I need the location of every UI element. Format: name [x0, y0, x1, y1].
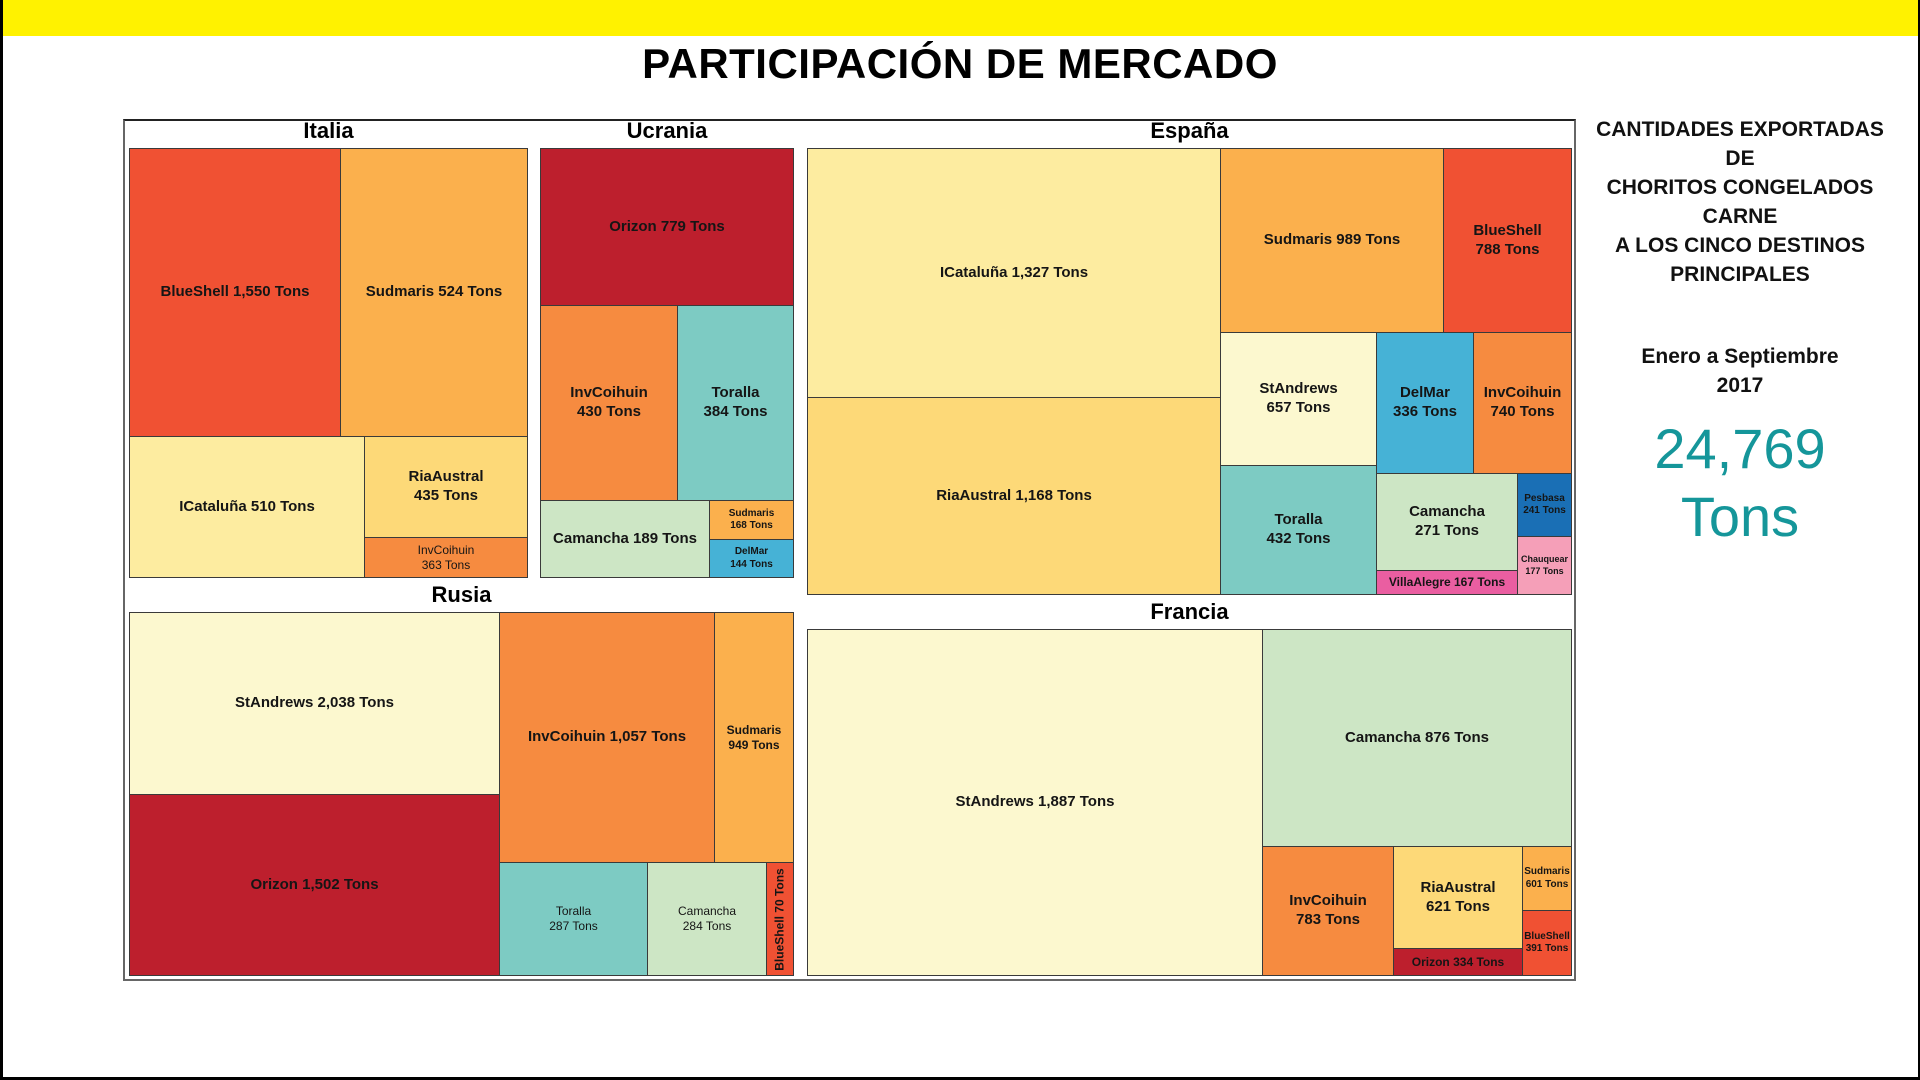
cell-label: InvCoihuin 1,057 Tons: [527, 728, 687, 746]
treemap-cell-ucrania-camancha[interactable]: Camancha 189 Tons: [540, 500, 710, 578]
cell-label: Orizon 1,502 Tons: [250, 875, 379, 893]
treemap-cell-rusia-orizon[interactable]: Orizon 1,502 Tons: [129, 794, 500, 976]
group-title-francia: Francia: [1150, 599, 1229, 624]
cell-label: InvCoihuin 430 Tons: [570, 384, 648, 420]
treemap-cell-rusia-standrews[interactable]: StAndrews 2,038 Tons: [129, 612, 500, 795]
treemap-cell-espana-delmar[interactable]: DelMar 336 Tons: [1376, 332, 1474, 474]
treemap-cell-ucrania-delmar[interactable]: DelMar 144 Tons: [709, 539, 794, 578]
cell-label: Pesbasa 241 Tons: [1523, 492, 1566, 517]
cell-label: Camancha 189 Tons: [553, 529, 697, 547]
period-months: Enero a Septiembre: [1641, 345, 1839, 368]
side-heading-line: DE: [1725, 147, 1755, 170]
bottom-border: [0, 1077, 1920, 1080]
total-unit: Tons: [1680, 485, 1800, 548]
cell-label: InvCoihuin 783 Tons: [1289, 892, 1367, 928]
treemap-cell-rusia-sudmaris[interactable]: Sudmaris 949 Tons: [714, 612, 794, 863]
treemap-cell-italia-sudmaris[interactable]: Sudmaris 524 Tons: [340, 148, 528, 437]
side-heading-line: CANTIDADES EXPORTADAS: [1596, 118, 1884, 141]
treemap-frame: [123, 119, 1576, 981]
treemap-cell-francia-invcoihuin[interactable]: InvCoihuin 783 Tons: [1262, 846, 1394, 976]
treemap-cell-francia-sudmaris[interactable]: Sudmaris 601 Tons: [1522, 846, 1572, 911]
period-label: Enero a Septiembre 2017: [1580, 342, 1900, 400]
left-border: [0, 0, 3, 1080]
treemap-cell-ucrania-sudmaris[interactable]: Sudmaris 168 Tons: [709, 500, 794, 540]
cell-label: InvCoihuin 740 Tons: [1483, 384, 1562, 420]
cell-label: BlueShell 1,550 Tons: [160, 283, 310, 301]
treemap-cell-ucrania-invcoihuin[interactable]: InvCoihuin 430 Tons: [540, 305, 678, 501]
treemap-cell-espana-invcoihuin[interactable]: InvCoihuin 740 Tons: [1473, 332, 1572, 474]
right-border: [1918, 0, 1920, 1080]
cell-label: Sudmaris 601 Tons: [1524, 866, 1570, 890]
treemap-cell-espana-blueshell[interactable]: BlueShell 788 Tons: [1443, 148, 1572, 333]
treemap-cell-rusia-camancha[interactable]: Camancha 284 Tons: [647, 862, 767, 976]
treemap-cell-rusia-blueshell[interactable]: BlueShell 70 Tons: [766, 862, 794, 976]
group-title-espana: España: [1150, 118, 1229, 143]
treemap-cell-espana-sudmaris[interactable]: Sudmaris 989 Tons: [1220, 148, 1444, 333]
top-accent-bar: [0, 0, 1920, 36]
cell-label: DelMar 336 Tons: [1393, 384, 1457, 420]
treemap-cell-espana-pesbasa[interactable]: Pesbasa 241 Tons: [1517, 473, 1572, 537]
cell-label: Chauquear 177 Tons: [1520, 554, 1568, 576]
cell-label: RiaAustral 1,168 Tons: [936, 486, 1092, 504]
cell-label: ICataluña 1,327 Tons: [939, 263, 1089, 281]
cell-label: DelMar 144 Tons: [730, 546, 773, 570]
cell-label: Sudmaris 989 Tons: [1263, 231, 1401, 249]
cell-label: BlueShell 391 Tons: [1524, 930, 1570, 955]
total-exports: 24,769 Tons: [1580, 415, 1900, 551]
treemap-cell-italia-riaaustral[interactable]: RiaAustral 435 Tons: [364, 436, 528, 538]
group-title-italia: Italia: [303, 118, 354, 143]
treemap-cell-francia-riaaustral[interactable]: RiaAustral 621 Tons: [1393, 846, 1523, 949]
cell-label: StAndrews 657 Tons: [1259, 380, 1338, 416]
page-title: PARTICIPACIÓN DE MERCADO: [642, 40, 1278, 87]
treemap-cell-espana-standrews[interactable]: StAndrews 657 Tons: [1220, 332, 1377, 466]
treemap-cell-francia-blueshell[interactable]: BlueShell 391 Tons: [1522, 910, 1572, 976]
treemap-cell-espana-chauquear[interactable]: Chauquear 177 Tons: [1517, 536, 1572, 595]
treemap-cell-espana-villaalegre[interactable]: VillaAlegre 167 Tons: [1376, 570, 1518, 595]
treemap-cell-francia-camancha[interactable]: Camancha 876 Tons: [1262, 629, 1572, 847]
treemap-cell-espana-icataluna[interactable]: ICataluña 1,327 Tons: [807, 148, 1221, 398]
cell-label: Camancha 876 Tons: [1345, 728, 1489, 746]
cell-label: ICataluña 510 Tons: [179, 497, 315, 515]
cell-label: InvCoihuin 363 Tons: [417, 542, 475, 572]
group-title-ucrania: Ucrania: [626, 118, 708, 143]
treemap-cell-francia-orizon[interactable]: Orizon 334 Tons: [1393, 948, 1523, 976]
cell-label: Orizon 779 Tons: [609, 217, 725, 235]
cell-label: Orizon 334 Tons: [1411, 954, 1505, 969]
treemap-cell-ucrania-toralla[interactable]: Toralla 384 Tons: [677, 305, 794, 501]
cell-label: Toralla 384 Tons: [703, 384, 768, 420]
cell-label: Toralla 287 Tons: [549, 904, 598, 933]
cell-label: Sudmaris 949 Tons: [726, 722, 782, 752]
group-title-rusia: Rusia: [431, 582, 492, 607]
side-heading: CANTIDADES EXPORTADAS DE CHORITOS CONGEL…: [1580, 115, 1900, 289]
cell-label: Toralla 432 Tons: [1266, 511, 1331, 547]
treemap-cell-rusia-invcoihuin[interactable]: InvCoihuin 1,057 Tons: [499, 612, 715, 863]
total-value: 24,769: [1654, 417, 1826, 480]
treemap-cell-espana-riaaustral[interactable]: RiaAustral 1,168 Tons: [807, 397, 1221, 595]
cell-label: RiaAustral 621 Tons: [1420, 878, 1496, 915]
cell-label: StAndrews 2,038 Tons: [235, 694, 394, 712]
treemap-cell-italia-invcoihuin[interactable]: InvCoihuin 363 Tons: [364, 537, 528, 578]
cell-label: Sudmaris 524 Tons: [365, 283, 503, 301]
cell-label: RiaAustral 435 Tons: [408, 468, 484, 504]
treemap-cell-francia-standrews[interactable]: StAndrews 1,887 Tons: [807, 629, 1263, 976]
side-heading-line: CHORITOS CONGELADOS: [1606, 176, 1874, 199]
side-heading-line: A LOS CINCO DESTINOS: [1614, 234, 1866, 257]
treemap-cell-italia-icataluna[interactable]: ICataluña 510 Tons: [129, 436, 365, 578]
cell-label: BlueShell 70 Tons: [772, 867, 787, 971]
treemap-cell-ucrania-orizon[interactable]: Orizon 779 Tons: [540, 148, 794, 306]
treemap-cell-espana-toralla[interactable]: Toralla 432 Tons: [1220, 465, 1377, 595]
treemap-cell-espana-camancha[interactable]: Camancha 271 Tons: [1376, 473, 1518, 571]
treemap-cell-italia-blueshell[interactable]: BlueShell 1,550 Tons: [129, 148, 341, 437]
side-heading-line: CARNE: [1702, 205, 1778, 228]
cell-label: VillaAlegre 167 Tons: [1388, 575, 1506, 589]
side-heading-line: PRINCIPALES: [1670, 263, 1810, 286]
cell-label: BlueShell 788 Tons: [1473, 221, 1542, 258]
treemap-cell-rusia-toralla[interactable]: Toralla 287 Tons: [499, 862, 648, 976]
cell-label: StAndrews 1,887 Tons: [955, 793, 1115, 811]
cell-label: Camancha 271 Tons: [1409, 503, 1485, 539]
period-year: 2017: [1716, 374, 1764, 397]
cell-label: Camancha 284 Tons: [677, 904, 737, 933]
cell-label: Sudmaris 168 Tons: [728, 507, 775, 532]
